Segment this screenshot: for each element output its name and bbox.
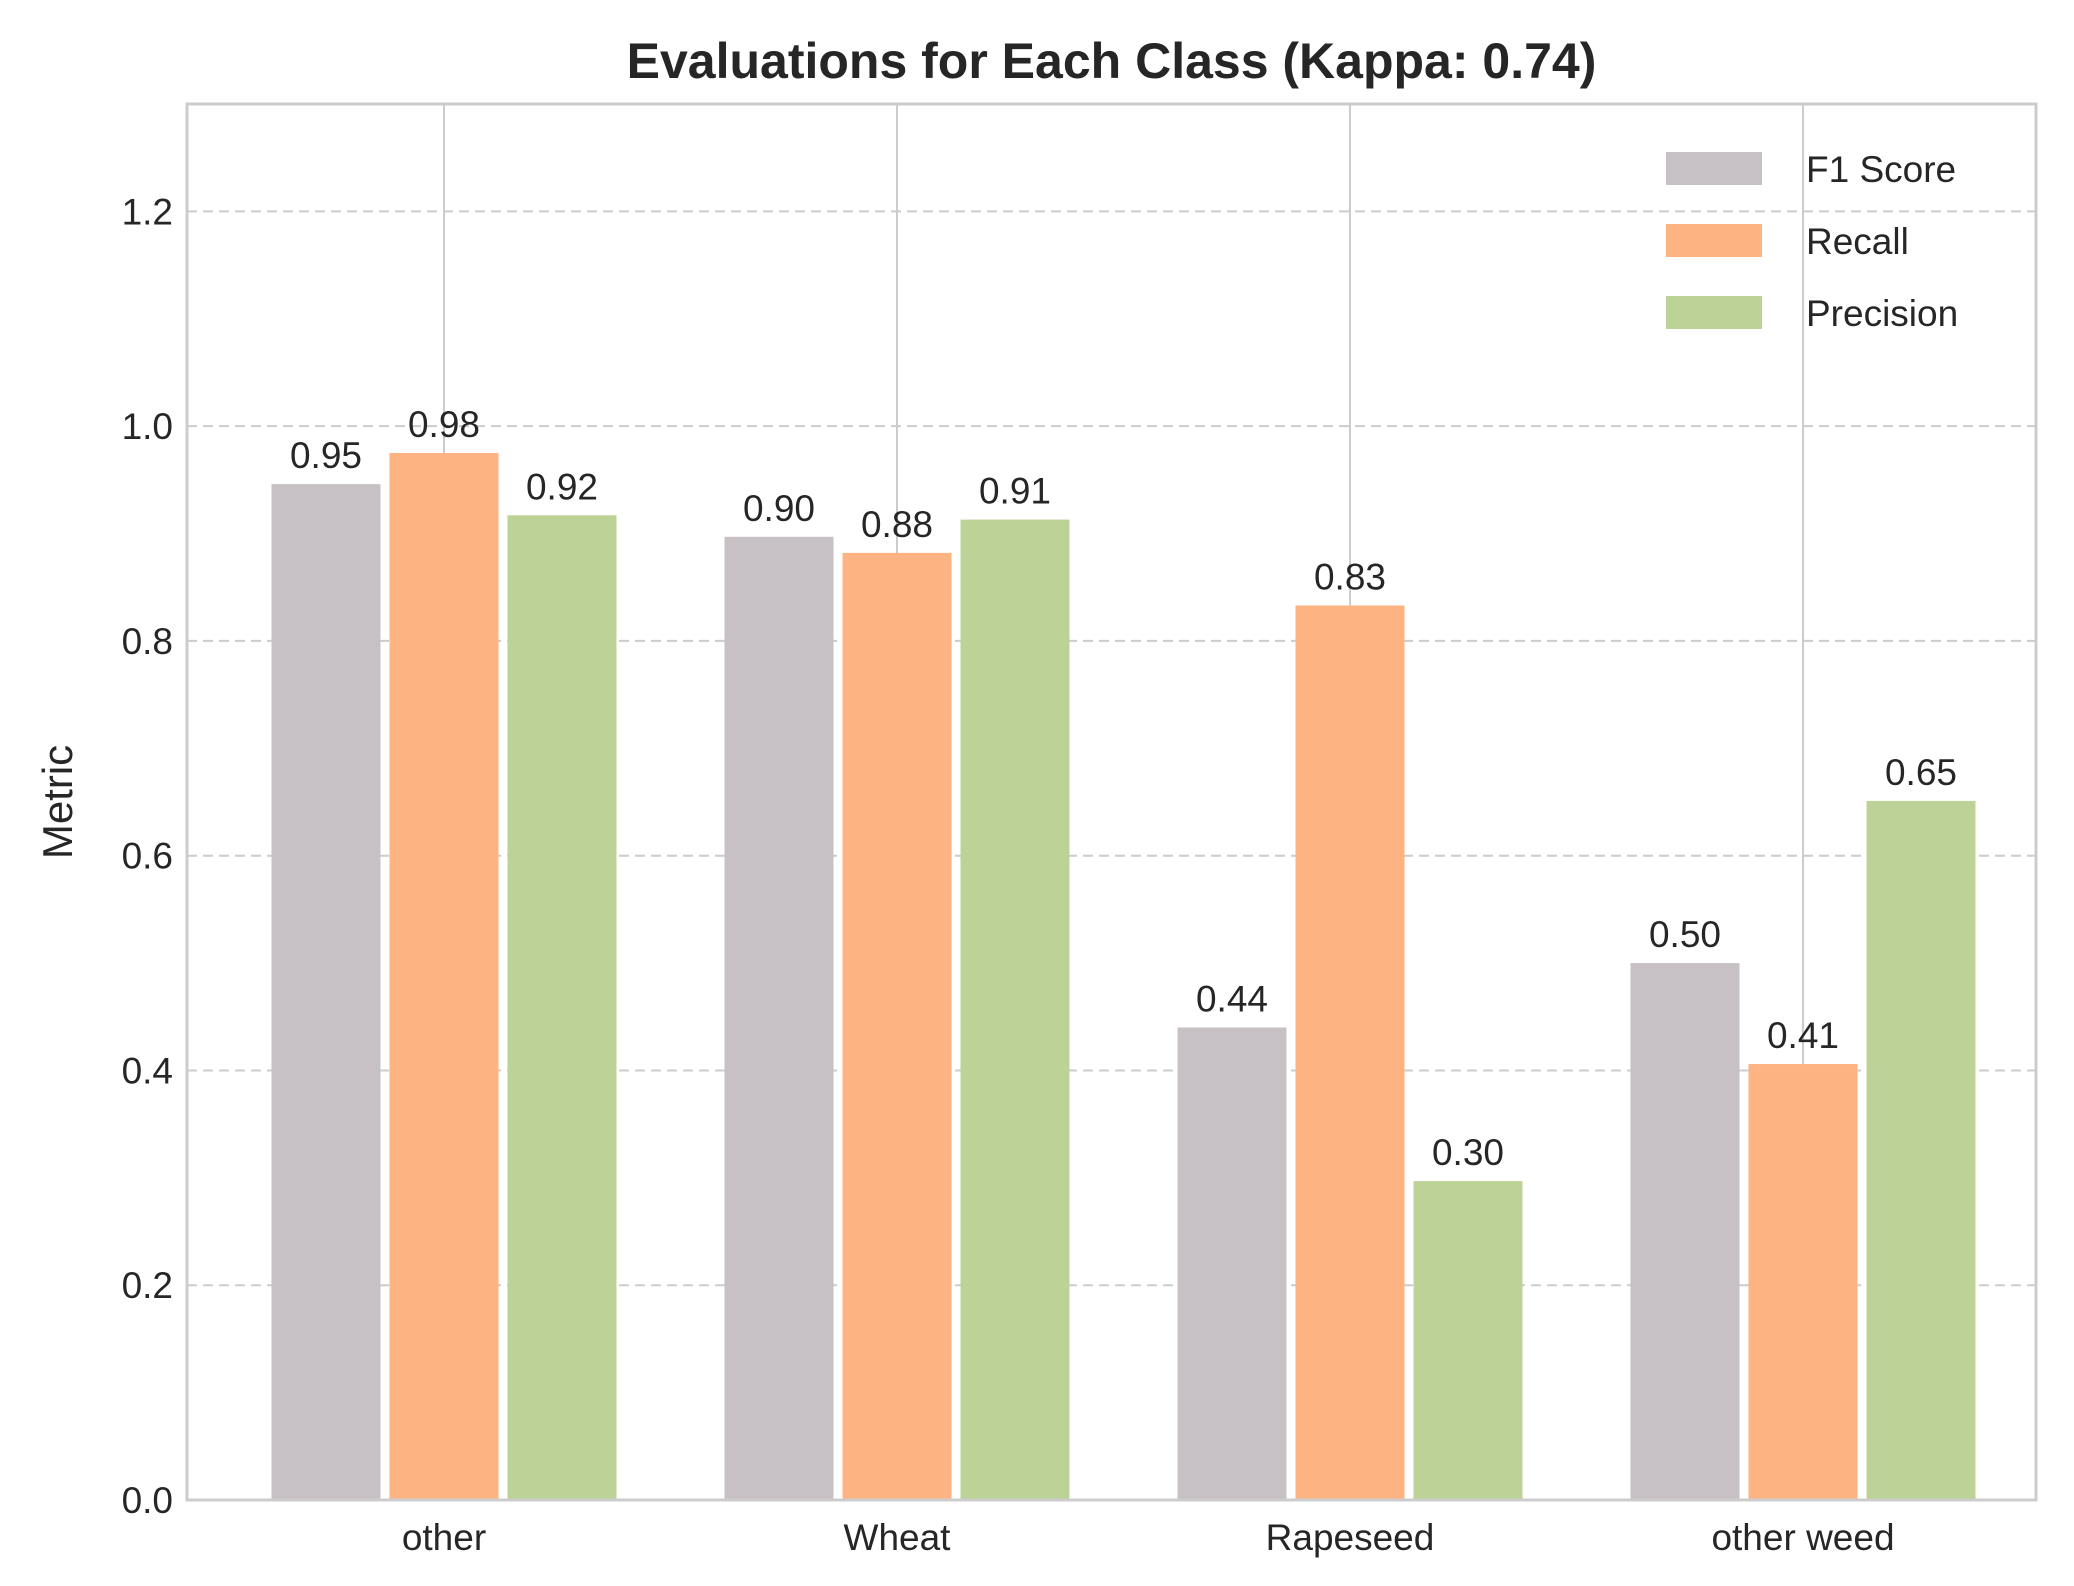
x-tick-label: other <box>402 1517 486 1558</box>
bar-f1-score <box>1630 963 1740 1500</box>
axis-ticks: 0.0 0.2 0.4 0.6 0.8 1.0 1.2 other Wheat Rapeseed o… <box>122 191 1895 1558</box>
bar-recall <box>1295 605 1405 1500</box>
y-tick-label: 0.2 <box>122 1265 173 1306</box>
y-tick-label: 1.0 <box>122 406 173 447</box>
bar-f1-score <box>271 484 381 1500</box>
bar-value-label: 0.44 <box>1196 979 1268 1020</box>
bar-value-label: 0.90 <box>743 488 815 529</box>
legend-swatch <box>1666 152 1762 185</box>
x-tick-label: Rapeseed <box>1266 1517 1435 1558</box>
legend-label: Recall <box>1806 221 1909 262</box>
bar-value-label: 0.65 <box>1885 752 1957 793</box>
bar-value-label: 0.50 <box>1649 914 1721 955</box>
bar-value-label: 0.83 <box>1314 556 1386 597</box>
bar-value-label: 0.91 <box>979 471 1051 512</box>
legend-label: Precision <box>1806 293 1958 334</box>
plot-frame <box>185 102 2038 1502</box>
bar-value-label: 0.95 <box>290 435 362 476</box>
bar-precision <box>1413 1181 1523 1500</box>
bar-recall <box>1748 1064 1858 1500</box>
y-axis-label: Metric <box>34 745 81 859</box>
y-tick-label: 0.6 <box>122 836 173 877</box>
y-tick-label: 1.2 <box>122 191 173 232</box>
bar-value-label: 0.92 <box>526 466 598 507</box>
bar-f1-score <box>724 536 834 1500</box>
bar-precision <box>1866 800 1976 1500</box>
bar-recall <box>842 552 952 1500</box>
bars <box>271 453 1976 1500</box>
bar-f1-score <box>1177 1027 1287 1500</box>
legend-swatch <box>1666 224 1762 257</box>
chart-title: Evaluations for Each Class (Kappa: 0.74) <box>627 33 1597 89</box>
y-tick-label: 0.0 <box>122 1480 173 1521</box>
bar-value-label: 0.98 <box>408 404 480 445</box>
y-tick-label: 0.4 <box>122 1050 173 1091</box>
x-tick-label: Wheat <box>844 1517 952 1558</box>
bar-precision <box>507 515 617 1500</box>
y-tick-label: 0.8 <box>122 621 173 662</box>
bar-recall <box>389 453 499 1500</box>
bar-precision <box>960 519 1070 1500</box>
bar-value-labels: 0.95 0.98 0.92 0.90 0.88 0.91 0.44 0.83 0.30 0.50… <box>290 404 1957 1173</box>
x-tick-label: other weed <box>1711 1517 1894 1558</box>
legend-swatch <box>1666 296 1762 329</box>
legend: F1 Score Recall Precision <box>1666 149 1958 334</box>
bar-value-label: 0.41 <box>1767 1015 1839 1056</box>
legend-label: F1 Score <box>1806 149 1956 190</box>
bar-value-label: 0.30 <box>1432 1132 1504 1173</box>
bar-value-label: 0.88 <box>861 504 933 545</box>
